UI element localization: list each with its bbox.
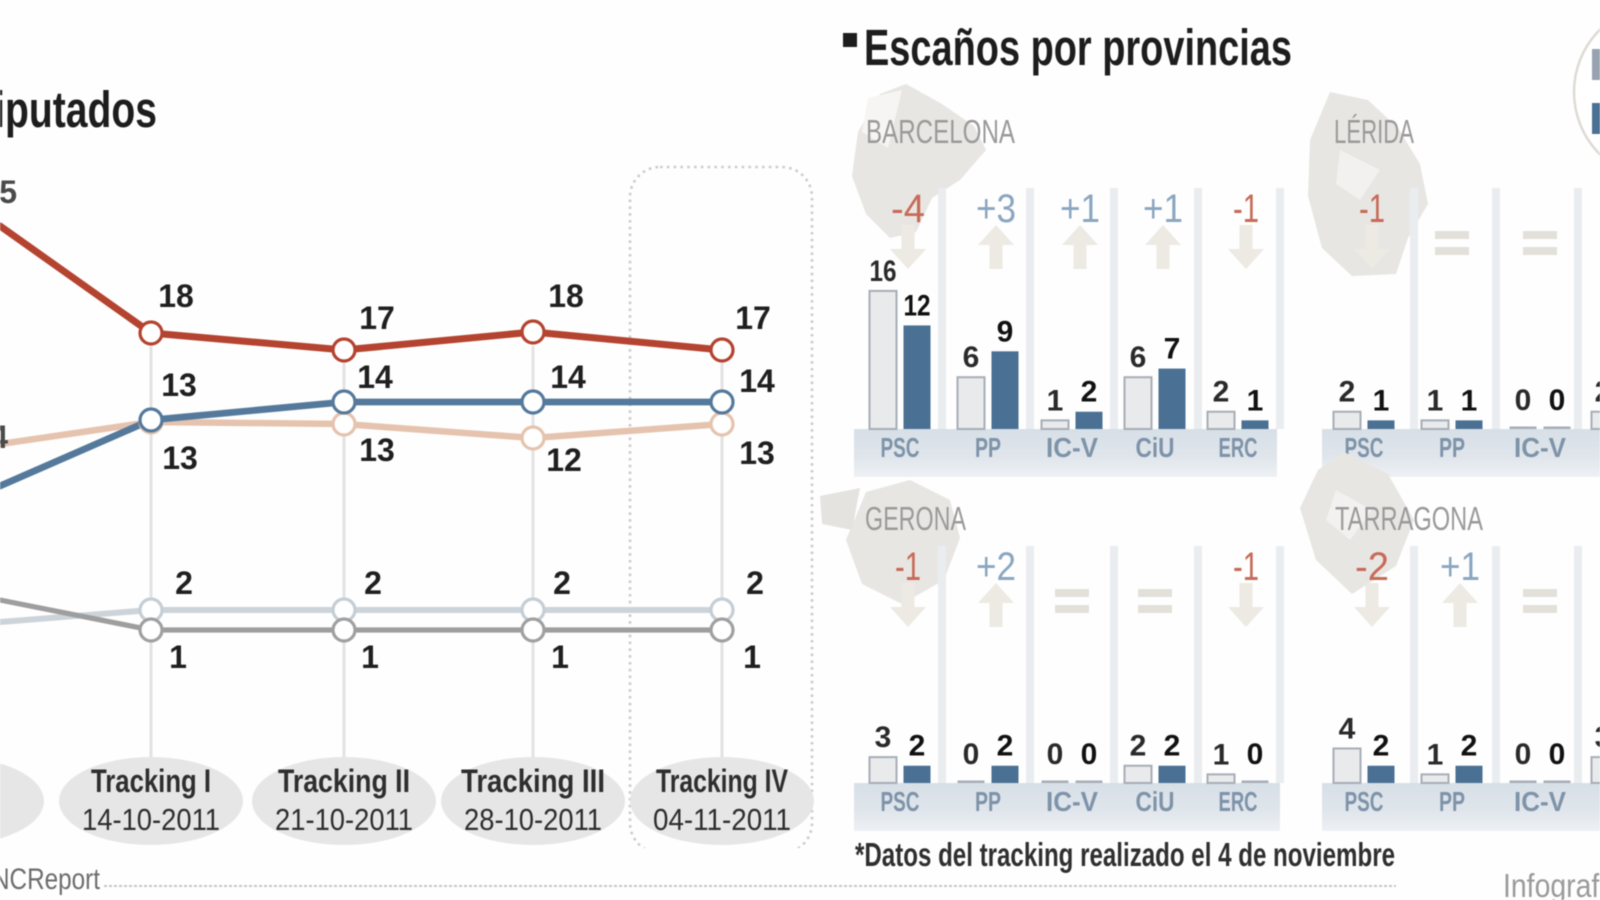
svg-text:6: 6	[963, 341, 980, 374]
svg-text:PP: PP	[1439, 786, 1465, 817]
svg-text:21-10-2011: 21-10-2011	[275, 802, 413, 837]
svg-text:0: 0	[1247, 738, 1264, 771]
svg-text:14: 14	[357, 359, 393, 395]
svg-text:IC-V: IC-V	[1046, 786, 1098, 817]
svg-text:0: 0	[1549, 738, 1566, 771]
svg-text:2: 2	[1373, 730, 1390, 763]
svg-text:17: 17	[735, 300, 771, 336]
svg-text:1: 1	[361, 639, 379, 675]
svg-text:2: 2	[1213, 376, 1230, 409]
svg-text:12: 12	[904, 289, 931, 322]
svg-text:13: 13	[162, 440, 198, 476]
svg-text:PSC: PSC	[881, 786, 920, 817]
svg-text:*Datos del tracking realizado: *Datos del tracking realizado el 4 de no…	[855, 836, 1395, 873]
svg-text:TARRAGONA: TARRAGONA	[1335, 500, 1483, 537]
svg-text:2: 2	[1339, 376, 1356, 409]
svg-text:0: 0	[963, 738, 980, 771]
svg-text:+2: +2	[976, 545, 1016, 589]
svg-text:16: 16	[870, 255, 897, 288]
svg-text:2: 2	[175, 565, 193, 601]
svg-text:17: 17	[359, 300, 395, 336]
svg-text:+1: +1	[1143, 187, 1183, 231]
svg-text:9: 9	[997, 315, 1014, 348]
svg-text:14: 14	[739, 363, 775, 399]
svg-text:2: 2	[909, 730, 926, 763]
svg-text:0: 0	[1047, 738, 1064, 771]
svg-text:25: 25	[0, 174, 17, 210]
svg-text:1: 1	[169, 639, 187, 675]
svg-text:Infografía: Infografía	[1503, 867, 1600, 900]
svg-text:1: 1	[1427, 738, 1444, 771]
svg-text:Previsión de diputados: Previsión de diputados	[0, 81, 157, 138]
svg-text:0: 0	[1549, 384, 1566, 417]
svg-text:-1: -1	[1233, 187, 1259, 231]
svg-text:2: 2	[364, 565, 382, 601]
svg-text:+1: +1	[1440, 545, 1480, 589]
svg-text:3: 3	[1595, 721, 1600, 754]
svg-text:CiU: CiU	[1136, 432, 1175, 463]
svg-text:PP: PP	[975, 432, 1001, 463]
svg-text:1: 1	[1213, 738, 1230, 771]
svg-text:1: 1	[1461, 384, 1478, 417]
svg-text:-1: -1	[1233, 545, 1259, 589]
svg-text:1: 1	[1247, 384, 1264, 417]
svg-text:1: 1	[1047, 384, 1064, 417]
svg-text:14: 14	[0, 419, 8, 455]
svg-text:Tracking IV: Tracking IV	[656, 763, 789, 799]
svg-text:IC-V: IC-V	[1514, 432, 1566, 463]
svg-text:ERC: ERC	[1219, 432, 1258, 463]
svg-text:2: 2	[1595, 376, 1600, 409]
svg-text:0: 0	[1081, 738, 1098, 771]
svg-text:BARCELONA: BARCELONA	[866, 113, 1015, 150]
svg-text:-4: -4	[891, 187, 925, 231]
svg-text:1: 1	[1373, 384, 1390, 417]
svg-text:Escaños por provincias: Escaños por provincias	[864, 19, 1292, 76]
svg-text:2: 2	[553, 565, 571, 601]
svg-text:IC-V: IC-V	[1046, 432, 1098, 463]
svg-text:Tracking I: Tracking I	[91, 763, 211, 799]
svg-text:CiU: CiU	[1136, 786, 1175, 817]
svg-text:1: 1	[551, 639, 569, 675]
svg-text:+3: +3	[976, 187, 1016, 231]
svg-text:13: 13	[161, 367, 197, 403]
svg-text:+1: +1	[1060, 187, 1100, 231]
svg-text:Tracking II: Tracking II	[278, 763, 410, 799]
svg-text:12: 12	[546, 442, 582, 478]
svg-text:13: 13	[359, 432, 395, 468]
svg-text:18: 18	[158, 278, 194, 314]
svg-text:4: 4	[1339, 712, 1356, 745]
svg-text:2: 2	[1461, 730, 1478, 763]
svg-text:-1: -1	[1359, 187, 1385, 231]
svg-text:18: 18	[548, 278, 584, 314]
svg-text:2: 2	[1130, 730, 1147, 763]
svg-text:2: 2	[997, 730, 1014, 763]
svg-text:2: 2	[1081, 376, 1098, 409]
svg-text:GERONA: GERONA	[865, 500, 966, 537]
svg-text:7: 7	[1164, 333, 1181, 366]
svg-text:13: 13	[739, 435, 775, 471]
svg-text:2: 2	[746, 565, 764, 601]
svg-text:ERC: ERC	[1219, 786, 1258, 817]
svg-text:6: 6	[1130, 341, 1147, 374]
svg-text:0: 0	[1515, 384, 1532, 417]
svg-text:IC-V: IC-V	[1514, 786, 1566, 817]
svg-text:Tracking III: Tracking III	[461, 763, 605, 799]
svg-text:-1: -1	[895, 545, 921, 589]
svg-text:PP: PP	[975, 786, 1001, 817]
svg-text:3: 3	[875, 721, 892, 754]
svg-text:PSC: PSC	[1345, 786, 1384, 817]
svg-text:1: 1	[1427, 384, 1444, 417]
svg-text:NCReport: NCReport	[0, 863, 101, 896]
svg-text:04-11-2011: 04-11-2011	[653, 802, 791, 837]
svg-text:2: 2	[1164, 730, 1181, 763]
svg-text:14: 14	[550, 359, 586, 395]
svg-text:PSC: PSC	[881, 432, 920, 463]
svg-text:LÉRIDA: LÉRIDA	[1334, 113, 1414, 150]
svg-text:1: 1	[743, 639, 761, 675]
svg-text:28-10-2011: 28-10-2011	[464, 802, 602, 837]
svg-text:PP: PP	[1439, 432, 1465, 463]
svg-text:0: 0	[1515, 738, 1532, 771]
svg-text:-2: -2	[1355, 545, 1389, 589]
svg-text:14-10-2011: 14-10-2011	[82, 802, 220, 837]
